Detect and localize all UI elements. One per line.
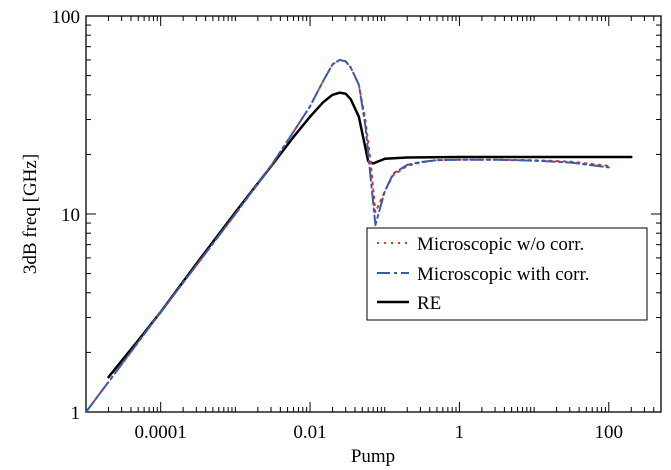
legend-label-re: RE xyxy=(417,293,441,314)
plot-frame xyxy=(85,15,662,413)
x-tick-label: 100 xyxy=(595,422,624,443)
legend-label-microscopic-wo-corr: Microscopic w/o corr. xyxy=(417,234,584,255)
legend-label-microscopic-with-corr: Microscopic with corr. xyxy=(417,264,590,285)
legend-box xyxy=(366,227,648,321)
series-line-microscopic-with-corr xyxy=(85,58,610,413)
y-axis-title: 3dB freq [GHz] xyxy=(20,154,41,274)
x-tick-label: 0.01 xyxy=(293,422,326,443)
legend: Microscopic w/o corr. Microscopic with c… xyxy=(366,227,648,321)
series-layer xyxy=(85,58,633,413)
axis-ticks xyxy=(85,15,662,413)
x-tick-label: 0.0001 xyxy=(135,422,187,443)
y-tick-label: 100 xyxy=(52,7,81,28)
x-tick-label: 1 xyxy=(455,422,465,443)
tick-labels: 0.0001 0.01 1 100 1 10 100 xyxy=(52,7,624,443)
y-tick-label: 1 xyxy=(71,403,81,424)
x-axis-title: Pump xyxy=(351,446,395,467)
y-tick-label: 10 xyxy=(61,205,80,226)
